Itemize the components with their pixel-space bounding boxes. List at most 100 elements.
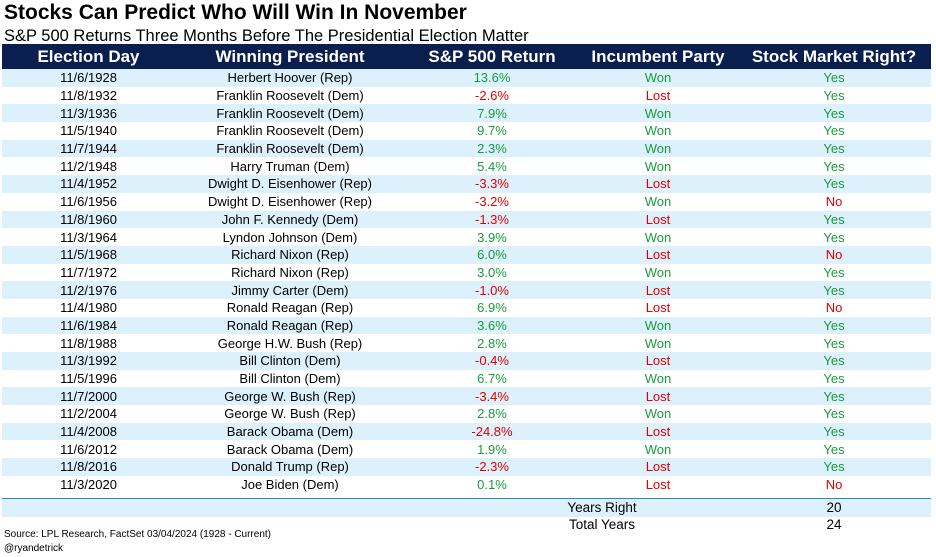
- table-row: 11/8/1932 Franklin Roosevelt (Dem) -2.6% Lo…: [2, 86, 931, 105]
- cell-winning-president: Bill Clinton (Dem): [175, 352, 405, 370]
- chart-title: Stocks Can Predict Who Will Win In Novem…: [4, 1, 467, 24]
- cell-sp500-return: -3.2%: [405, 192, 579, 211]
- summary-label: Total Years: [568, 517, 636, 532]
- cell-incumbent-party: Lost: [579, 298, 737, 317]
- cell-incumbent-party: Won: [579, 228, 737, 246]
- cell-stock-market-right: Yes: [737, 175, 931, 193]
- elections-table: Election Day Winning President S&P 500 R…: [2, 44, 931, 494]
- cell-winning-president: Dwight D. Eisenhower (Rep): [175, 175, 405, 193]
- cell-winning-president: Ronald Reagan (Rep): [175, 316, 405, 335]
- cell-election-day: 11/2/1976: [2, 281, 175, 299]
- table-row: 11/3/1936 Franklin Roosevelt (Dem) 7.9% Won…: [2, 104, 931, 123]
- cell-winning-president: Franklin Roosevelt (Dem): [175, 104, 405, 123]
- cell-election-day: 11/3/1936: [2, 104, 175, 123]
- cell-winning-president: George W. Bush (Rep): [175, 387, 405, 406]
- cell-incumbent-party: Won: [579, 192, 737, 211]
- cell-incumbent-party: Won: [579, 369, 737, 388]
- cell-incumbent-party: Lost: [579, 86, 737, 105]
- cell-incumbent-party: Lost: [579, 281, 737, 299]
- cell-election-day: 11/7/1972: [2, 263, 175, 282]
- cell-winning-president: Lyndon Johnson (Dem): [175, 228, 405, 246]
- cell-incumbent-party: Lost: [579, 475, 737, 494]
- cell-winning-president: Richard Nixon (Rep): [175, 263, 405, 282]
- cell-winning-president: Ronald Reagan (Rep): [175, 298, 405, 317]
- cell-election-day: 11/6/1956: [2, 192, 175, 211]
- cell-stock-market-right: Yes: [737, 387, 931, 406]
- cell-incumbent-party: Lost: [579, 458, 737, 476]
- header-election-day: Election Day: [2, 44, 175, 69]
- table-row: 11/3/1964 Lyndon Johnson (Dem) 3.9% Won Yes: [2, 228, 931, 246]
- cell-incumbent-party: Lost: [579, 245, 737, 264]
- table-row: 11/7/1972 Richard Nixon (Rep) 3.0% Won Yes: [2, 263, 931, 282]
- cell-winning-president: Jimmy Carter (Dem): [175, 281, 405, 299]
- cell-sp500-return: 3.0%: [405, 263, 579, 282]
- cell-stock-market-right: No: [737, 475, 931, 494]
- cell-election-day: 11/7/1944: [2, 139, 175, 158]
- cell-election-day: 11/6/2012: [2, 440, 175, 459]
- cell-election-day: 11/5/1940: [2, 122, 175, 140]
- cell-election-day: 11/8/1960: [2, 210, 175, 229]
- cell-winning-president: George H.W. Bush (Rep): [175, 334, 405, 352]
- cell-incumbent-party: Won: [579, 334, 737, 352]
- table-row: 11/2/2004 George W. Bush (Rep) 2.8% Won Yes: [2, 405, 931, 423]
- cell-stock-market-right: Yes: [737, 422, 931, 441]
- cell-sp500-return: -2.3%: [405, 458, 579, 476]
- table-row: 11/7/2000 George W. Bush (Rep) -3.4% Lost Ye…: [2, 387, 931, 406]
- cell-winning-president: George W. Bush (Rep): [175, 405, 405, 423]
- cell-stock-market-right: Yes: [737, 458, 931, 476]
- cell-election-day: 11/4/2008: [2, 422, 175, 441]
- source-note: Source: LPL Research, FactSet 03/04/2024…: [4, 529, 271, 540]
- table-row: 11/5/1968 Richard Nixon (Rep) 6.0% Lost No: [2, 245, 931, 264]
- table-row: 11/6/1928 Herbert Hoover (Rep) 13.6% Won Yes: [2, 69, 931, 87]
- table-body: 11/6/1928 Herbert Hoover (Rep) 13.6% Won Yes…: [2, 69, 931, 494]
- table-row: 11/2/1948 Harry Truman (Dem) 5.4% Won Yes: [2, 157, 931, 176]
- table-row: 11/8/1960 John F. Kennedy (Dem) -1.3% Lost Y…: [2, 210, 931, 229]
- cell-winning-president: Richard Nixon (Rep): [175, 245, 405, 264]
- cell-incumbent-party: Won: [579, 104, 737, 123]
- cell-sp500-return: -0.4%: [405, 352, 579, 370]
- cell-sp500-return: 9.7%: [405, 122, 579, 140]
- cell-election-day: 11/8/1988: [2, 334, 175, 352]
- table-row: 11/8/2016 Donald Trump (Rep) -2.3% Lost Yes: [2, 458, 931, 476]
- cell-winning-president: Barack Obama (Dem): [175, 422, 405, 441]
- cell-stock-market-right: No: [737, 298, 931, 317]
- table-row: 11/3/2020 Joe Biden (Dem) 0.1% Lost No: [2, 475, 931, 494]
- cell-stock-market-right: Yes: [737, 210, 931, 229]
- cell-sp500-return: -1.0%: [405, 281, 579, 299]
- cell-incumbent-party: Lost: [579, 387, 737, 406]
- cell-incumbent-party: Won: [579, 263, 737, 282]
- cell-incumbent-party: Lost: [579, 422, 737, 441]
- cell-sp500-return: 3.6%: [405, 316, 579, 335]
- cell-incumbent-party: Won: [579, 69, 737, 87]
- cell-sp500-return: 2.8%: [405, 334, 579, 352]
- cell-stock-market-right: Yes: [737, 369, 931, 388]
- cell-election-day: 11/8/2016: [2, 458, 175, 476]
- cell-incumbent-party: Won: [579, 440, 737, 459]
- cell-stock-market-right: Yes: [737, 263, 931, 282]
- cell-stock-market-right: Yes: [737, 228, 931, 246]
- header-stock-market-right: Stock Market Right?: [737, 44, 931, 69]
- table-row: 11/5/1996 Bill Clinton (Dem) 6.7% Won Yes: [2, 369, 931, 388]
- cell-election-day: 11/3/1992: [2, 352, 175, 370]
- cell-stock-market-right: Yes: [737, 69, 931, 87]
- cell-incumbent-party: Won: [579, 316, 737, 335]
- summary-total-years: Total Years 24: [2, 516, 931, 534]
- cell-election-day: 11/4/1952: [2, 175, 175, 193]
- author-handle: @ryandetrick: [4, 543, 64, 554]
- cell-winning-president: Harry Truman (Dem): [175, 157, 405, 176]
- cell-winning-president: Herbert Hoover (Rep): [175, 69, 405, 87]
- cell-stock-market-right: No: [737, 192, 931, 211]
- cell-election-day: 11/5/1968: [2, 245, 175, 264]
- table-header-row: Election Day Winning President S&P 500 R…: [2, 44, 931, 69]
- table-row: 11/6/2012 Barack Obama (Dem) 1.9% Won Yes: [2, 440, 931, 459]
- table-row: 11/4/1952 Dwight D. Eisenhower (Rep) -3.3%…: [2, 175, 931, 193]
- table-row: 11/5/1940 Franklin Roosevelt (Dem) 9.7% Won…: [2, 122, 931, 140]
- header-winning-president: Winning President: [175, 44, 405, 69]
- header-incumbent-party: Incumbent Party: [579, 44, 737, 69]
- cell-sp500-return: 6.9%: [405, 298, 579, 317]
- cell-winning-president: Barack Obama (Dem): [175, 440, 405, 459]
- table-row: 11/6/1956 Dwight D. Eisenhower (Rep) -3.2%…: [2, 192, 931, 211]
- cell-sp500-return: 5.4%: [405, 157, 579, 176]
- cell-sp500-return: 2.3%: [405, 139, 579, 158]
- cell-winning-president: Joe Biden (Dem): [175, 475, 405, 494]
